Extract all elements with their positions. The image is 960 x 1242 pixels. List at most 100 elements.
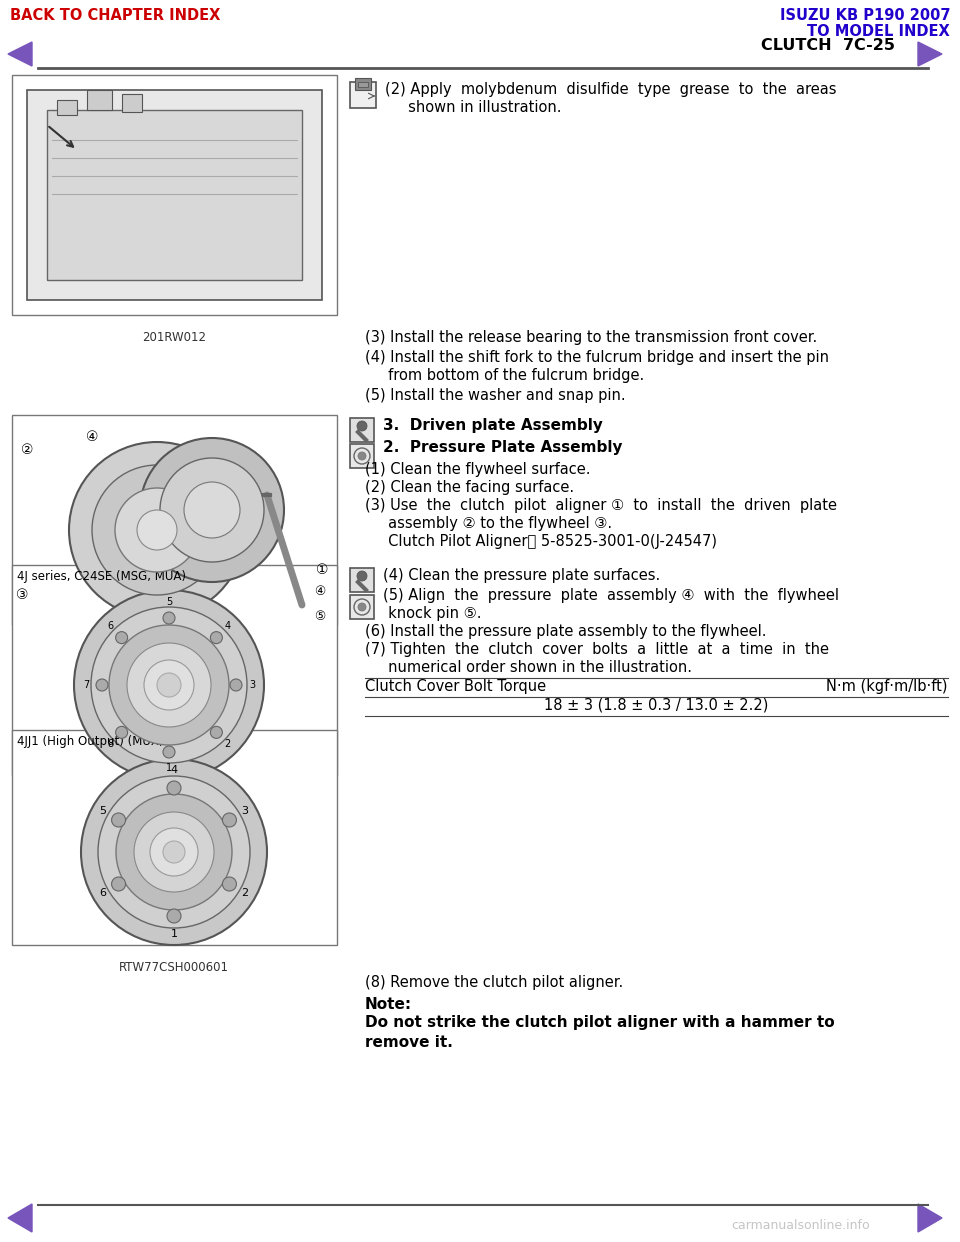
Circle shape: [115, 727, 128, 739]
Text: (6) Install the pressure plate assembly to the flywheel.: (6) Install the pressure plate assembly …: [365, 623, 766, 638]
Polygon shape: [8, 1203, 32, 1232]
Text: Clutch Pilot Aligner： 5-8525-3001-0(J-24547): Clutch Pilot Aligner： 5-8525-3001-0(J-24…: [365, 534, 717, 549]
Circle shape: [167, 781, 181, 795]
Bar: [12, 415, 337, 625]
Text: 4: 4: [171, 765, 178, 775]
Circle shape: [150, 828, 198, 876]
Text: (5) Install the washer and snap pin.: (5) Install the washer and snap pin.: [365, 388, 626, 402]
Text: ④: ④: [85, 430, 98, 443]
Circle shape: [223, 877, 236, 891]
Circle shape: [157, 673, 181, 697]
Bar: [350, 595, 374, 619]
Circle shape: [74, 590, 264, 780]
Circle shape: [357, 571, 367, 581]
Text: Clutch Cover Bolt Torque: Clutch Cover Bolt Torque: [365, 679, 546, 694]
Text: 1: 1: [171, 929, 178, 939]
Text: 2: 2: [242, 888, 249, 898]
Text: (2) Clean the facing surface.: (2) Clean the facing surface.: [365, 479, 574, 496]
Text: shown in illustration.: shown in illustration.: [385, 101, 562, 116]
Text: 3.  Driven plate Assembly: 3. Driven plate Assembly: [383, 419, 603, 433]
Circle shape: [116, 794, 232, 910]
Text: ④: ④: [314, 585, 325, 597]
Text: 4: 4: [225, 621, 230, 631]
Text: ③: ③: [15, 587, 28, 602]
Bar: [57, 101, 77, 116]
Text: 2.  Pressure Plate Assembly: 2. Pressure Plate Assembly: [383, 440, 622, 455]
Bar: [12, 730, 337, 945]
Bar: [122, 94, 142, 112]
Text: (5) Align  the  pressure  plate  assembly ④  with  the  flywheel: (5) Align the pressure plate assembly ④ …: [383, 587, 839, 604]
Bar: [350, 419, 374, 442]
Text: 5: 5: [166, 597, 172, 607]
Bar: [350, 443, 374, 468]
Circle shape: [134, 812, 214, 892]
Bar: [47, 111, 302, 279]
Circle shape: [223, 814, 236, 827]
Text: RTW77CSH000601: RTW77CSH000601: [119, 961, 229, 974]
Polygon shape: [8, 42, 32, 66]
Text: (4) Install the shift fork to the fulcrum bridge and insert the pin: (4) Install the shift fork to the fulcru…: [365, 350, 829, 365]
Circle shape: [98, 776, 250, 928]
Text: remove it.: remove it.: [365, 1035, 453, 1049]
Text: 4JJ1 (High Output) (MUX): 4JJ1 (High Output) (MUX): [17, 735, 163, 748]
Circle shape: [137, 510, 177, 550]
Text: ⑤: ⑤: [314, 610, 325, 623]
Text: (3) Install the release bearing to the transmission front cover.: (3) Install the release bearing to the t…: [365, 330, 817, 345]
Text: (2) Apply  molybdenum  disulfide  type  grease  to  the  areas: (2) Apply molybdenum disulfide type grea…: [385, 82, 836, 97]
Text: 2: 2: [225, 739, 230, 749]
Bar: [27, 89, 322, 301]
Text: 3: 3: [249, 681, 255, 691]
Text: from bottom of the fulcrum bridge.: from bottom of the fulcrum bridge.: [365, 368, 644, 383]
Circle shape: [92, 465, 222, 595]
Text: Note:: Note:: [365, 997, 412, 1012]
Text: 7: 7: [83, 681, 89, 691]
Circle shape: [144, 660, 194, 710]
Circle shape: [69, 442, 245, 619]
Bar: [87, 89, 112, 111]
Bar: [350, 568, 374, 592]
Bar: [355, 78, 371, 89]
Text: ②: ②: [21, 443, 34, 457]
Circle shape: [96, 679, 108, 691]
Circle shape: [160, 458, 264, 561]
Text: 18 ± 3 (1.8 ± 0.3 / 13.0 ± 2.2): 18 ± 3 (1.8 ± 0.3 / 13.0 ± 2.2): [543, 698, 768, 713]
Circle shape: [111, 877, 126, 891]
Text: 201RW012: 201RW012: [142, 332, 206, 344]
Text: CLUTCH  7C-25: CLUTCH 7C-25: [761, 39, 895, 53]
Bar: [358, 82, 368, 87]
Text: 3: 3: [242, 806, 249, 816]
Circle shape: [163, 612, 175, 623]
Circle shape: [111, 814, 126, 827]
Circle shape: [81, 759, 267, 945]
Text: 1: 1: [166, 763, 172, 773]
Text: 6: 6: [100, 888, 107, 898]
Circle shape: [91, 607, 247, 763]
Circle shape: [357, 421, 367, 431]
Text: ①: ①: [316, 563, 328, 578]
Polygon shape: [918, 42, 942, 66]
Circle shape: [163, 746, 175, 758]
Circle shape: [109, 625, 229, 745]
Text: assembly ② to the flywheel ③.: assembly ② to the flywheel ③.: [365, 515, 612, 532]
Circle shape: [163, 841, 185, 863]
Circle shape: [358, 452, 366, 460]
Circle shape: [184, 482, 240, 538]
Circle shape: [210, 632, 223, 643]
Text: ISUZU KB P190 2007: ISUZU KB P190 2007: [780, 7, 950, 24]
Text: 8: 8: [108, 739, 113, 749]
Circle shape: [210, 727, 223, 739]
Bar: [350, 82, 376, 108]
Text: numerical order shown in the illustration.: numerical order shown in the illustratio…: [365, 660, 692, 674]
Text: TO MODEL INDEX: TO MODEL INDEX: [807, 24, 950, 39]
Text: (1) Clean the flywheel surface.: (1) Clean the flywheel surface.: [365, 462, 590, 477]
Circle shape: [167, 909, 181, 923]
Bar: [12, 75, 337, 315]
Circle shape: [140, 438, 284, 582]
Text: (3) Use  the  clutch  pilot  aligner ①  to  install  the  driven  plate: (3) Use the clutch pilot aligner ① to in…: [365, 498, 837, 513]
Circle shape: [358, 604, 366, 611]
Text: 6: 6: [108, 621, 113, 631]
Text: Do not strike the clutch pilot aligner with a hammer to: Do not strike the clutch pilot aligner w…: [365, 1015, 834, 1030]
Circle shape: [127, 643, 211, 727]
Text: (7) Tighten  the  clutch  cover  bolts  a  little  at  a  time  in  the: (7) Tighten the clutch cover bolts a lit…: [365, 642, 829, 657]
Text: carmanualsonline.info: carmanualsonline.info: [732, 1218, 870, 1232]
